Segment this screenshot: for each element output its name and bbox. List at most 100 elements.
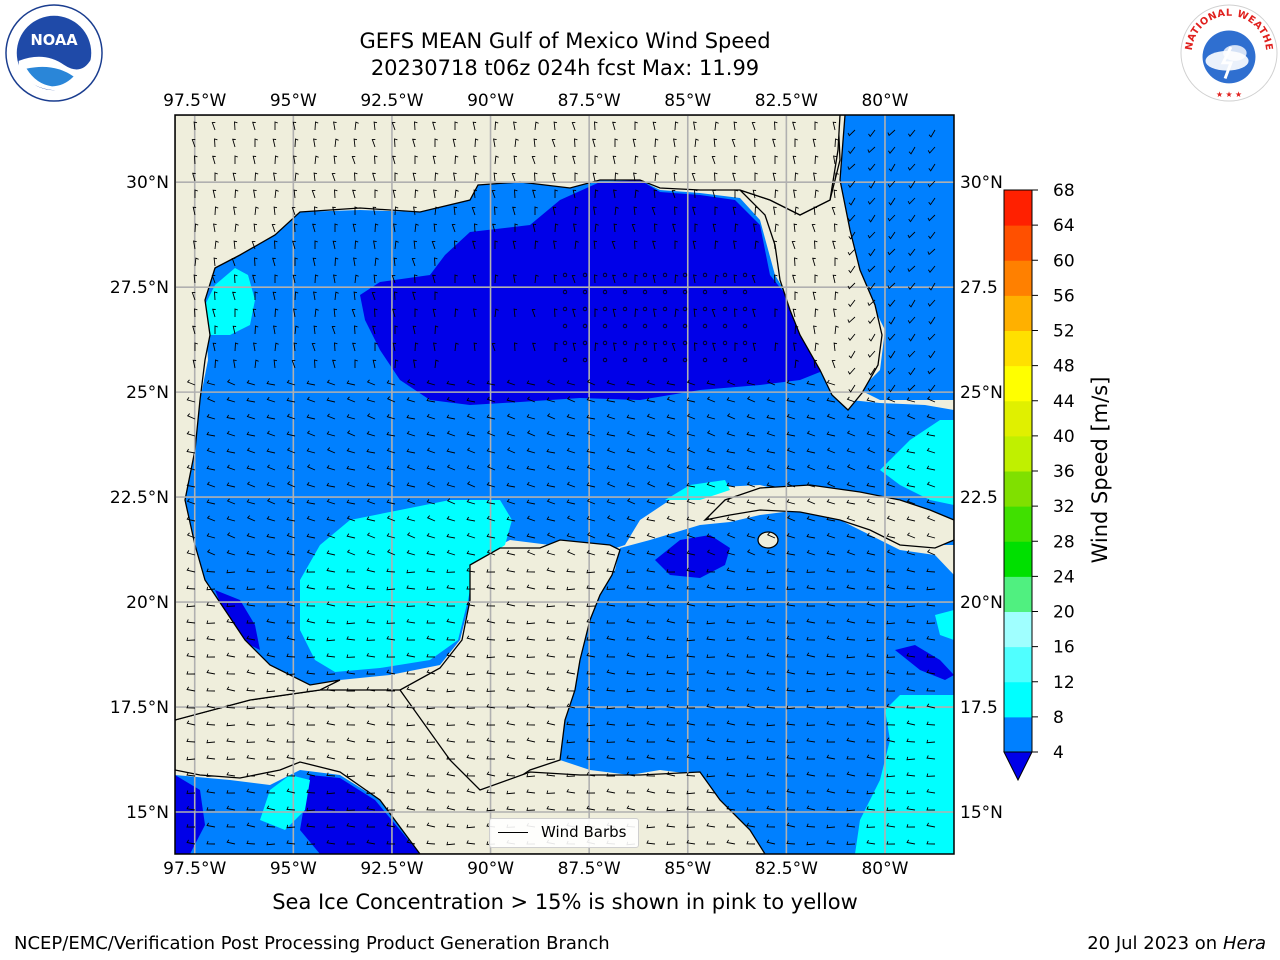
calm-circle	[742, 357, 748, 363]
colorbar-tick-label: 28	[1053, 532, 1075, 552]
calm-circle	[662, 340, 668, 346]
calm-circle	[622, 340, 628, 346]
lat-label-right: 17.5	[960, 698, 998, 718]
calm-circle	[582, 272, 588, 278]
colorbar-tick-label: 8	[1053, 708, 1064, 728]
calm-circle	[582, 306, 588, 312]
lat-label-left: 25°N	[126, 383, 169, 403]
noaa-logo: NOAA	[5, 4, 103, 102]
svg-text:★ ★ ★: ★ ★ ★	[1216, 90, 1242, 99]
calm-circle	[622, 357, 628, 363]
calm-circle	[722, 357, 728, 363]
calm-circle	[602, 289, 608, 295]
ocean-atlantic	[840, 115, 954, 400]
legend: Wind Barbs	[489, 818, 639, 848]
colorbar-segment	[1004, 471, 1032, 507]
calm-circle	[682, 306, 688, 312]
calm-circle	[562, 272, 568, 278]
calm-region-pacific	[300, 775, 420, 854]
map-panel	[175, 115, 954, 854]
calm-circle	[602, 306, 608, 312]
footer-machine: Hera	[1222, 933, 1266, 954]
calm-circle	[662, 306, 668, 312]
lon-label-bottom: 87.5°W	[558, 859, 621, 879]
colorbar-segment	[1004, 435, 1032, 472]
lon-label-bottom: 92.5°W	[360, 859, 423, 879]
nws-logo: NATIONAL WEATHER SERVICE ★ ★ ★	[1180, 4, 1278, 102]
calm-circle	[662, 357, 668, 363]
lat-label-left: 20°N	[126, 593, 169, 613]
colorbar-segment	[1004, 225, 1032, 261]
map-title: GEFS MEAN Gulf of Mexico Wind Speed	[359, 29, 771, 53]
calm-circle	[722, 289, 728, 295]
lat-label-right: 30°N	[960, 173, 1003, 193]
breeze-region-texas	[205, 268, 255, 335]
lat-label-left: 30°N	[126, 173, 169, 193]
calm-circle	[622, 289, 628, 295]
lat-label-right: 25°N	[960, 383, 1003, 403]
lon-label-bottom: 82.5°W	[755, 859, 818, 879]
calm-circle	[742, 306, 748, 312]
colorbar-tick-label: 44	[1053, 392, 1075, 412]
calm-region-caribbean-south	[895, 645, 954, 680]
lat-label-left: 15°N	[126, 803, 169, 823]
calm-circle	[682, 272, 688, 278]
colorbar-segment	[1004, 576, 1032, 612]
calm-circle	[682, 289, 688, 295]
calm-circle	[742, 272, 748, 278]
lat-label-left: 17.5°N	[110, 698, 169, 718]
calm-circle	[622, 323, 628, 329]
breeze-region-bay-of-campeche	[300, 500, 512, 672]
caption: Sea Ice Concentration > 15% is shown in …	[272, 890, 858, 914]
calm-circle	[702, 340, 708, 346]
lon-label-top: 85°W	[664, 91, 711, 111]
colorbar-tick-label: 40	[1053, 427, 1075, 447]
lon-label-top: 87.5°W	[558, 91, 621, 111]
calm-circle	[642, 357, 648, 363]
colorbar-tick-label: 12	[1053, 673, 1075, 693]
calm-circle	[642, 272, 648, 278]
calm-circle	[742, 323, 748, 329]
breeze-region-florida-straits	[880, 420, 954, 505]
lat-label-right: 27.5	[960, 278, 998, 298]
legend-line-swatch	[498, 832, 528, 833]
gridlines	[175, 115, 954, 854]
axis-labels: 97.5°W 97.5°W 95°W 95°W 92.5°W 92.5°W 90°W 90°W…	[110, 91, 1003, 879]
lon-label-top: 95°W	[270, 91, 317, 111]
colorbar-under-arrow	[1003, 751, 1033, 782]
calm-circle	[602, 272, 608, 278]
calm-circle	[562, 357, 568, 363]
footer-date: 20 Jul 2023 on Hera	[1087, 933, 1266, 954]
calm-circle	[722, 272, 728, 278]
colorbar-tick-label: 48	[1053, 357, 1075, 377]
land-isla-de-la-juventud	[757, 531, 779, 549]
lon-label-bottom: 80°W	[861, 859, 908, 879]
lon-label-bottom: 90°W	[467, 859, 514, 879]
lon-label-top: 97.5°W	[163, 91, 226, 111]
colorbar-segment	[1004, 611, 1032, 648]
calm-circle	[622, 272, 628, 278]
calm-circle	[722, 306, 728, 312]
wind-barbs	[186, 121, 936, 846]
lon-label-bottom: 97.5°W	[163, 859, 226, 879]
colorbar-tick-label: 68	[1053, 181, 1075, 201]
calm-circle	[722, 323, 728, 329]
calm-circle	[562, 340, 568, 346]
colorbar-segment	[1004, 365, 1032, 402]
lon-label-bottom: 85°W	[664, 859, 711, 879]
calm-circle	[582, 289, 588, 295]
colorbar-tick-label: 52	[1053, 322, 1075, 342]
calm-region-yucatan-channel	[655, 535, 730, 578]
colorbar-tick-label: 36	[1053, 462, 1075, 482]
lon-label-top: 92.5°W	[360, 91, 423, 111]
colorbar-segment	[1004, 190, 1032, 226]
legend-label: Wind Barbs	[541, 823, 627, 841]
ocean-caribbean	[560, 510, 954, 854]
calm-circle	[582, 357, 588, 363]
lat-label-left: 22.5°N	[110, 488, 169, 508]
calm-circle	[742, 340, 748, 346]
colorbar-segment	[1004, 646, 1032, 683]
calm-circle	[682, 323, 688, 329]
calm-circle	[702, 306, 708, 312]
